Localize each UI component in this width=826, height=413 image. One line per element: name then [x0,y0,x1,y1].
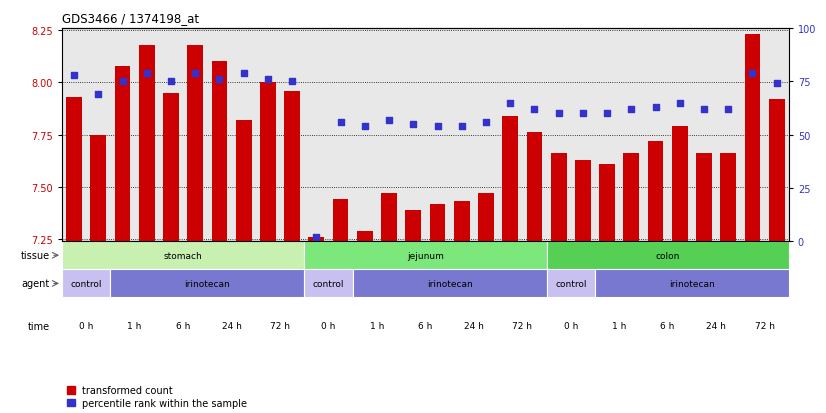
Legend: transformed count, percentile rank within the sample: transformed count, percentile rank withi… [67,385,247,408]
Text: 1 h: 1 h [370,321,384,330]
Bar [599,164,615,242]
Text: 0 h: 0 h [79,321,93,330]
Text: colon: colon [656,251,680,260]
Text: jejunum: jejunum [407,251,444,260]
Point [504,100,517,107]
Bar [211,62,227,242]
Bar [381,194,397,242]
Bar [188,45,203,242]
Point [237,70,250,77]
Bar [333,200,349,242]
Point [649,104,662,111]
Point [528,107,541,113]
Point [310,234,323,241]
Bar [90,135,107,242]
Point [68,72,81,79]
Bar [551,154,567,242]
Text: time: time [28,321,50,331]
Point [92,92,105,98]
Point [188,70,202,77]
Text: 6 h: 6 h [661,321,675,330]
Point [116,79,129,85]
Text: 6 h: 6 h [418,321,433,330]
Text: 1 h: 1 h [612,321,626,330]
Text: control: control [70,279,102,288]
Point [406,121,420,128]
Point [286,79,299,85]
Text: irinotecan: irinotecan [669,279,714,288]
Text: 0 h: 0 h [321,321,335,330]
Text: 24 h: 24 h [464,321,484,330]
Text: 72 h: 72 h [270,321,290,330]
Bar [430,204,445,242]
Bar [672,127,688,242]
Point [382,117,396,123]
Point [164,79,178,85]
Bar [648,142,663,242]
Bar [235,121,252,242]
Text: agent: agent [21,279,50,289]
Bar [547,270,595,298]
Bar [111,270,304,298]
Text: tissue: tissue [21,251,50,261]
Text: irinotecan: irinotecan [184,279,230,288]
Bar [284,91,300,242]
Bar [115,66,131,242]
Text: 72 h: 72 h [755,321,775,330]
Bar [769,100,785,242]
Point [213,77,226,83]
Text: 24 h: 24 h [706,321,726,330]
Point [455,123,468,130]
Bar [502,116,518,242]
Point [261,77,274,83]
Bar [406,210,421,242]
Point [601,111,614,117]
Point [358,123,372,130]
Point [479,119,492,126]
Text: irinotecan: irinotecan [427,279,472,288]
Point [577,111,590,117]
Bar [526,133,543,242]
Text: GDS3466 / 1374198_at: GDS3466 / 1374198_at [62,12,199,25]
Text: 0 h: 0 h [563,321,578,330]
Bar [163,94,179,242]
Bar [308,237,325,242]
Point [624,107,638,113]
Point [140,70,154,77]
Point [697,107,710,113]
Bar [357,231,373,242]
Point [334,119,347,126]
Point [431,123,444,130]
Text: 72 h: 72 h [512,321,532,330]
Point [673,100,686,107]
Bar [453,202,470,242]
Bar [66,98,82,242]
Bar [139,45,154,242]
Text: 24 h: 24 h [221,321,241,330]
Bar [353,270,547,298]
Point [770,81,783,88]
Bar [62,270,111,298]
Bar [260,83,276,242]
Bar [595,270,789,298]
Bar [720,154,736,242]
Bar [304,242,547,270]
Point [746,70,759,77]
Text: 6 h: 6 h [176,321,190,330]
Bar [744,35,761,242]
Text: control: control [555,279,586,288]
Text: stomach: stomach [164,251,202,260]
Bar [624,154,639,242]
Bar [62,242,304,270]
Text: 1 h: 1 h [127,321,142,330]
Point [552,111,565,117]
Bar [478,194,494,242]
Bar [696,154,712,242]
Bar [304,270,353,298]
Bar [547,242,789,270]
Point [722,107,735,113]
Text: control: control [313,279,344,288]
Bar [575,160,591,242]
